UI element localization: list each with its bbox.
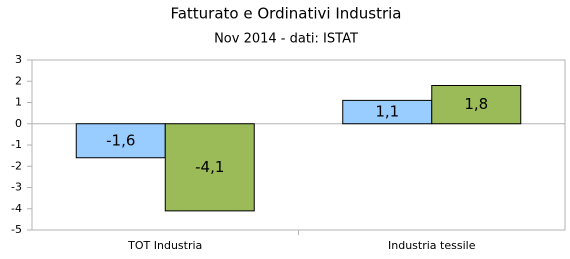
y-tick-label: -3 — [11, 181, 22, 194]
bar — [75, 123, 166, 159]
y-tick-label: -2 — [11, 159, 22, 172]
y-tick-label: -4 — [11, 202, 22, 215]
value-label: -1,6 — [106, 131, 135, 149]
value-label: 1,8 — [464, 95, 488, 113]
y-tick-label: -5 — [11, 223, 22, 236]
bar — [164, 123, 255, 212]
bar — [431, 85, 522, 125]
y-tick-label: 1 — [15, 96, 22, 109]
y-tick-label: 2 — [15, 74, 22, 87]
chart-subtitle: Nov 2014 - dati: ISTAT — [214, 32, 358, 47]
value-label: -4,1 — [195, 158, 224, 176]
x-tick-label: TOT Industria — [127, 239, 202, 252]
y-tick-label: -1 — [11, 138, 22, 151]
y-tick-label: 3 — [15, 53, 22, 66]
y-tick-label: 0 — [15, 117, 22, 130]
x-tick-label: Industria tessile — [388, 239, 476, 252]
chart-title: Fatturato e Ordinativi Industria — [170, 5, 401, 23]
value-label: 1,1 — [375, 103, 399, 121]
